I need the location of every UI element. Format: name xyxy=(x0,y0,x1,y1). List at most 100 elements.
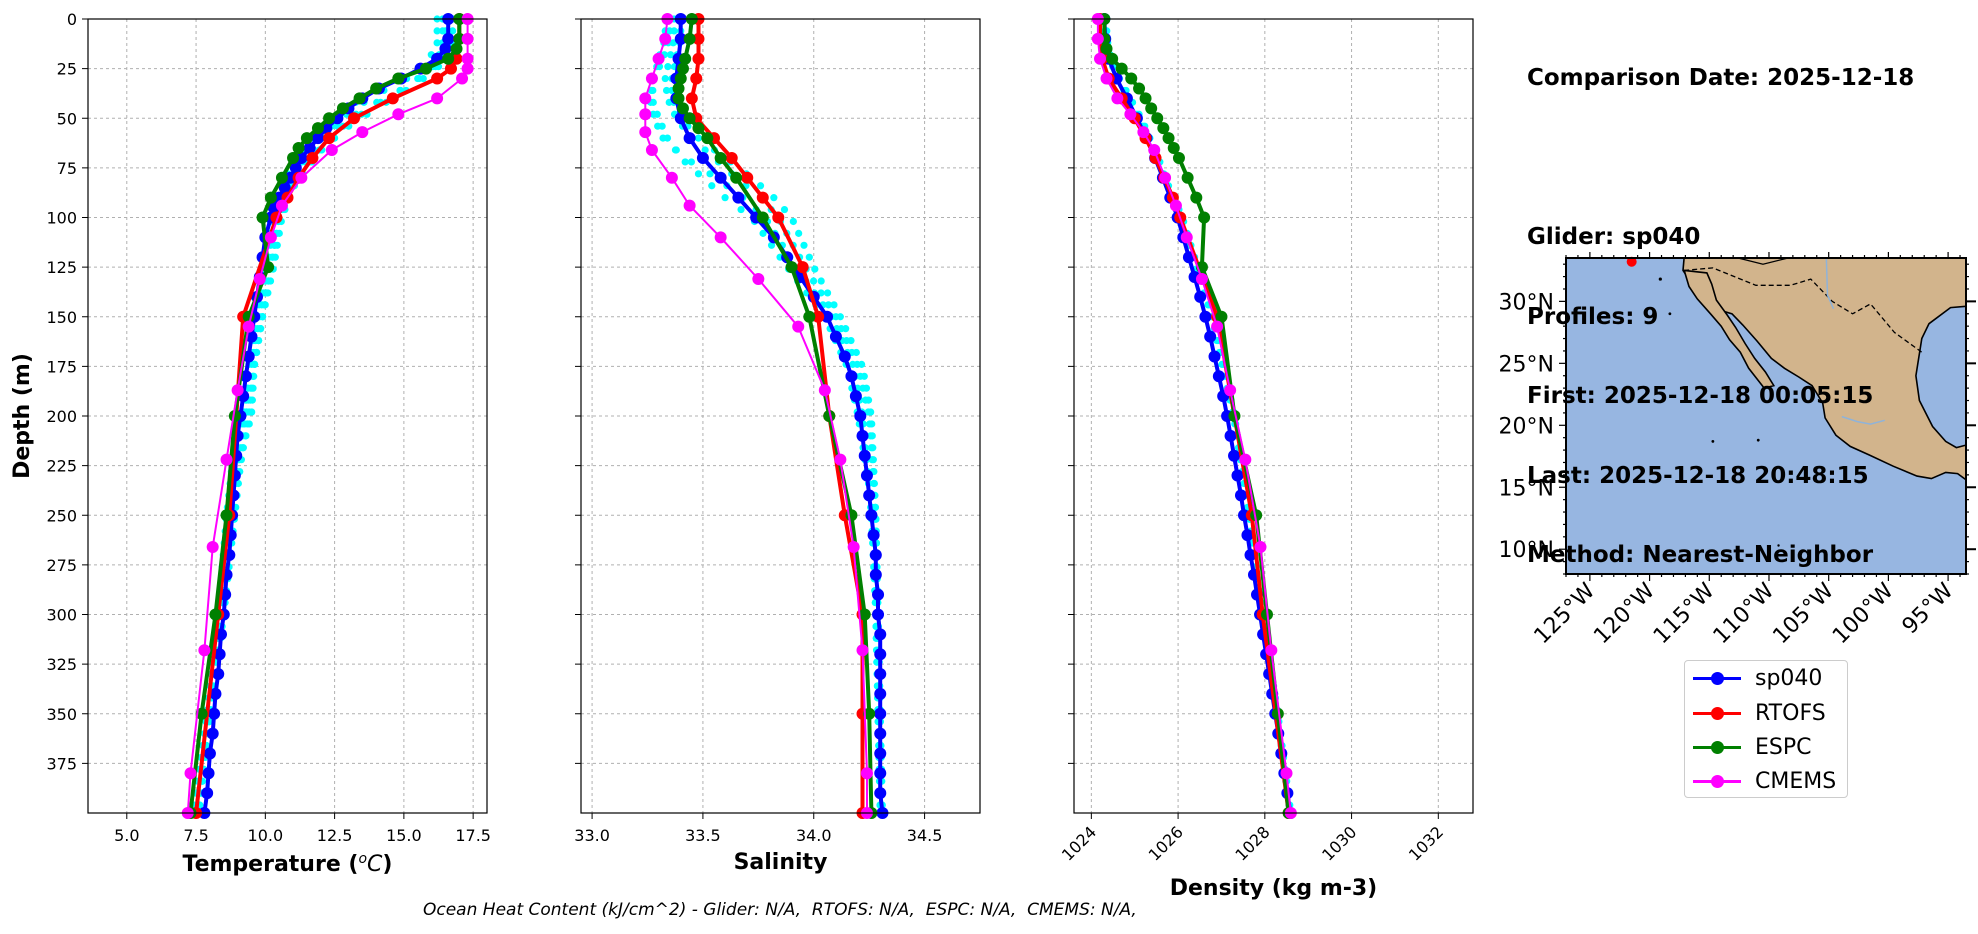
glider-profile-point xyxy=(869,456,877,464)
y-tick-label: 125 xyxy=(46,258,77,277)
glider-profile-point xyxy=(240,420,248,428)
series-point xyxy=(450,52,463,65)
series-point xyxy=(323,112,336,125)
series-point xyxy=(1271,707,1284,720)
series-point xyxy=(209,687,222,700)
x-axis-label: Density (kg m-3) xyxy=(1170,876,1378,901)
legend-entry-rtofs: RTOFS xyxy=(1693,699,1826,727)
series-point xyxy=(1115,62,1128,75)
river xyxy=(1825,258,1835,310)
x-tick-label: 33.0 xyxy=(574,826,610,845)
glider-profile-point xyxy=(770,194,778,202)
landmass xyxy=(1682,258,1966,481)
series-espc xyxy=(184,13,466,819)
latitude-label: 20°N xyxy=(1499,414,1554,439)
series-point xyxy=(1106,52,1119,65)
series-point xyxy=(1181,171,1194,184)
series-point xyxy=(1094,52,1107,65)
glider-profile-point xyxy=(759,229,767,237)
method-text: Method: Nearest-Neighbor xyxy=(1527,542,1874,568)
mainland xyxy=(1682,258,1966,481)
series-point xyxy=(639,126,652,139)
y-tick-label: 50 xyxy=(57,109,77,128)
glider-profile-point xyxy=(868,420,876,428)
island xyxy=(1756,438,1760,442)
series-point xyxy=(1198,211,1211,224)
series-point xyxy=(242,350,255,363)
island xyxy=(1711,440,1715,443)
series-point xyxy=(461,62,474,75)
series-point xyxy=(645,72,658,85)
series-point xyxy=(696,151,709,164)
glider-profile-point xyxy=(694,134,703,142)
series-point xyxy=(1208,350,1221,363)
series-point xyxy=(772,211,785,224)
series-point xyxy=(184,767,197,780)
series-point xyxy=(683,32,696,45)
international-border xyxy=(1684,267,1923,353)
legend-swatch xyxy=(1693,740,1741,754)
series-point xyxy=(725,151,738,164)
series-point xyxy=(431,92,444,105)
glider-profile-point xyxy=(737,205,745,214)
glider-profile-point xyxy=(870,479,878,488)
series-point xyxy=(262,261,275,274)
island xyxy=(1658,277,1662,281)
grid xyxy=(581,18,980,813)
series-point xyxy=(1204,330,1217,343)
glider-profile-point xyxy=(655,63,664,71)
series-point xyxy=(239,370,252,383)
series-point xyxy=(1137,126,1150,139)
series-point xyxy=(300,132,313,145)
series-point xyxy=(752,273,765,286)
latitude-label: 30°N xyxy=(1499,290,1554,315)
series-point xyxy=(1254,541,1267,554)
series-point xyxy=(213,648,226,661)
series-point xyxy=(1167,142,1180,155)
glider-profile-point xyxy=(694,170,703,178)
series-point xyxy=(1145,102,1158,115)
x-tick-label: 5.0 xyxy=(114,826,139,845)
glider-profile xyxy=(661,15,884,809)
series-point xyxy=(209,608,222,621)
glider-profile-point xyxy=(767,241,776,249)
series-point xyxy=(431,72,444,85)
x-tick-label: 34.0 xyxy=(796,826,832,845)
series-cmems xyxy=(181,13,474,819)
series-point xyxy=(264,231,277,244)
glider-profile-point xyxy=(268,253,277,261)
series-point xyxy=(1091,32,1104,45)
series-point xyxy=(792,320,805,333)
series-point xyxy=(212,668,225,681)
series-point xyxy=(639,92,652,105)
series-point xyxy=(289,161,302,174)
series-point xyxy=(1190,191,1203,204)
series-point xyxy=(386,92,399,105)
series-point xyxy=(1265,644,1278,657)
glider-profile-point xyxy=(415,74,423,83)
series-point xyxy=(278,181,291,194)
glider-profile-point xyxy=(811,265,819,273)
glider-profile-point xyxy=(836,313,844,321)
series-point xyxy=(256,211,269,224)
legend-label: RTOFS xyxy=(1755,700,1826,726)
series-cmems xyxy=(1091,13,1297,819)
series-point xyxy=(730,171,743,184)
y-tick-label: 75 xyxy=(57,159,77,178)
glider-profile-point xyxy=(250,372,258,380)
glider-profile-point xyxy=(721,194,729,202)
x-tick-label: 1024 xyxy=(1058,822,1100,864)
glider-profile-point xyxy=(248,408,256,416)
glider-profile-point xyxy=(869,444,877,452)
series-point xyxy=(674,32,687,45)
series-point xyxy=(672,82,685,95)
glider-profile-point xyxy=(433,39,441,47)
series-point xyxy=(847,541,860,554)
series-point xyxy=(275,171,288,184)
series-point xyxy=(284,171,297,184)
legend-swatch xyxy=(1693,671,1741,685)
series-point xyxy=(858,449,871,462)
series-point xyxy=(854,410,867,422)
series-point xyxy=(306,151,319,164)
glider-profile-point xyxy=(248,396,256,404)
